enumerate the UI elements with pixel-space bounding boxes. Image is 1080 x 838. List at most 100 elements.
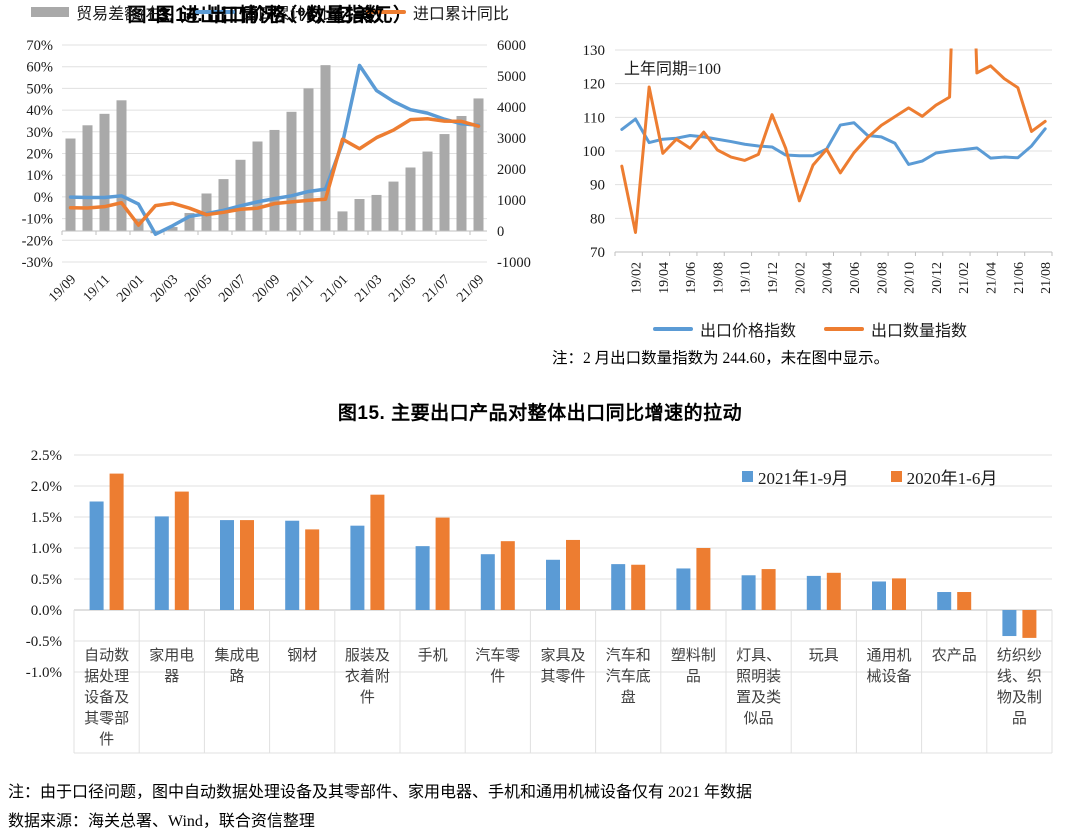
svg-text:20/09: 20/09: [250, 272, 283, 305]
svg-text:-1000: -1000: [497, 255, 531, 271]
svg-text:19/11: 19/11: [81, 272, 114, 305]
legend-label: 2020年1-6月: [906, 469, 998, 488]
svg-text:21/01: 21/01: [318, 272, 351, 305]
legend-label: 出口累计同比: [241, 6, 338, 23]
svg-text:20/06: 20/06: [848, 262, 863, 294]
svg-text:0.0%: 0.0%: [31, 603, 62, 619]
svg-text:置及类: 置及类: [736, 689, 781, 706]
svg-text:其零件: 其零件: [540, 668, 585, 685]
svg-text:物及制: 物及制: [997, 689, 1042, 706]
line-swatch-icon: [652, 327, 693, 331]
svg-text:2.5%: 2.5%: [31, 448, 62, 464]
svg-text:汽车底: 汽车底: [606, 668, 651, 685]
svg-text:1.0%: 1.0%: [31, 541, 62, 557]
svg-text:19/09: 19/09: [46, 272, 79, 305]
fig13-chart-canvas: 70% 60% 50% 40% 30% 20% 10% 0% -10% -20% -30% 6000 5…: [22, 38, 531, 305]
svg-text:19/02: 19/02: [629, 262, 644, 294]
svg-text:21/08: 21/08: [1039, 262, 1054, 294]
fig14-legend: 出口价格指数 出口数量指数: [540, 317, 1080, 341]
fig14-title: 图14. 出口价格、数量指数: [155, 5, 385, 26]
svg-text:20/04: 20/04: [821, 262, 836, 294]
svg-text:似品: 似品: [744, 710, 774, 727]
svg-text:集成电: 集成电: [214, 647, 259, 664]
svg-text:0%: 0%: [34, 190, 53, 206]
fig14-baseline-annotation: 上年同期=100: [624, 61, 722, 78]
svg-text:21/07: 21/07: [420, 272, 453, 305]
svg-text:6000: 6000: [497, 38, 526, 54]
svg-text:灯具、: 灯具、: [736, 647, 781, 664]
fig14-chart-canvas: 130 120 110 100 90 80 70 19/02 19/04 19/06 19/08 19…: [583, 43, 1055, 294]
fig14-note: 注：2 月出口数量指数为 244.60，未在图中显示。: [552, 350, 890, 367]
svg-text:21/04: 21/04: [985, 262, 1000, 294]
svg-text:30%: 30%: [26, 125, 53, 141]
fig15-chart-canvas: 2.5% 2.0% 1.5% 1.0% 0.5% 0.0% -0.5% -1.0% 自动数据处理…: [26, 448, 1053, 754]
svg-text:其零部: 其零部: [84, 710, 129, 727]
svg-text:21/03: 21/03: [352, 272, 385, 305]
svg-text:21/05: 21/05: [386, 272, 419, 305]
legend-item-price-index: 出口价格指数: [652, 317, 796, 341]
svg-text:19/04: 19/04: [657, 262, 672, 294]
svg-text:70: 70: [590, 245, 605, 261]
svg-text:50%: 50%: [26, 81, 53, 97]
legend-label: 进口累计同比: [412, 6, 509, 23]
svg-text:件: 件: [99, 731, 114, 748]
fig13-legend: 贸易差额(右) 出口累计同比 进口累计同比: [0, 0, 540, 24]
legend-label: 出口数量指数: [871, 323, 968, 340]
svg-text:60%: 60%: [26, 60, 53, 76]
svg-text:20/03: 20/03: [148, 272, 181, 305]
svg-text:衣着附: 衣着附: [345, 668, 390, 685]
legend-item-import-yoy: 进口累计同比: [365, 0, 509, 24]
svg-text:20/12: 20/12: [930, 262, 945, 294]
svg-text:家具及: 家具及: [540, 647, 585, 664]
svg-text:20/01: 20/01: [114, 272, 147, 305]
svg-text:据处理: 据处理: [84, 668, 129, 685]
svg-text:20/11: 20/11: [285, 272, 318, 305]
svg-text:20%: 20%: [26, 147, 53, 163]
svg-text:械设备: 械设备: [866, 668, 911, 685]
svg-text:21/02: 21/02: [957, 262, 972, 294]
svg-text:通用机: 通用机: [866, 647, 911, 664]
square-swatch-icon: [890, 471, 902, 482]
svg-text:19/12: 19/12: [766, 262, 781, 294]
svg-text:品: 品: [686, 668, 701, 685]
svg-text:20/08: 20/08: [875, 262, 890, 294]
legend-label: 出口价格指数: [699, 323, 796, 340]
legend-item-export-yoy: 出口累计同比: [194, 0, 338, 24]
svg-text:21/06: 21/06: [1012, 262, 1027, 294]
svg-text:80: 80: [590, 211, 605, 227]
svg-text:件: 件: [490, 668, 505, 685]
svg-text:2000: 2000: [497, 162, 526, 178]
svg-text:1000: 1000: [497, 193, 526, 209]
svg-text:设备及: 设备及: [84, 689, 129, 706]
svg-text:20/05: 20/05: [182, 272, 215, 305]
svg-text:90: 90: [590, 178, 605, 194]
legend-label: 贸易差额(右): [76, 6, 167, 23]
svg-text:纺织纱: 纺织纱: [997, 647, 1042, 664]
figure-caliber-note: 注：由于口径问题，图中自动数据处理设备及其零部件、家用电器、手机和通用机械设备仅…: [8, 784, 753, 801]
svg-text:3000: 3000: [497, 131, 526, 147]
svg-text:0.5%: 0.5%: [31, 572, 62, 588]
svg-text:0: 0: [497, 224, 504, 240]
svg-text:汽车零: 汽车零: [475, 647, 520, 664]
svg-text:19/06: 19/06: [684, 262, 699, 294]
svg-text:4000: 4000: [497, 100, 526, 116]
svg-text:服装及: 服装及: [345, 647, 390, 664]
svg-text:照明装: 照明装: [736, 668, 781, 685]
svg-text:-0.5%: -0.5%: [26, 634, 62, 650]
svg-text:汽车和: 汽车和: [606, 647, 651, 664]
svg-text:-20%: -20%: [22, 233, 53, 249]
svg-text:手机: 手机: [418, 647, 448, 664]
line-swatch-icon: [824, 327, 864, 331]
svg-text:21/09: 21/09: [454, 272, 487, 305]
fig15-title: 图15. 主要出口产品对整体出口同比增速的拉动: [337, 403, 743, 424]
legend-item-2021: 2021年1-9月: [742, 464, 849, 489]
svg-text:钢材: 钢材: [287, 647, 317, 664]
svg-text:20/02: 20/02: [793, 262, 808, 294]
svg-text:-30%: -30%: [22, 255, 53, 271]
svg-text:自动数: 自动数: [84, 647, 129, 664]
svg-text:100: 100: [583, 144, 606, 160]
legend-label: 2021年1-9月: [758, 469, 849, 488]
svg-text:19/10: 19/10: [739, 262, 754, 294]
line-swatch-icon: [194, 10, 235, 14]
